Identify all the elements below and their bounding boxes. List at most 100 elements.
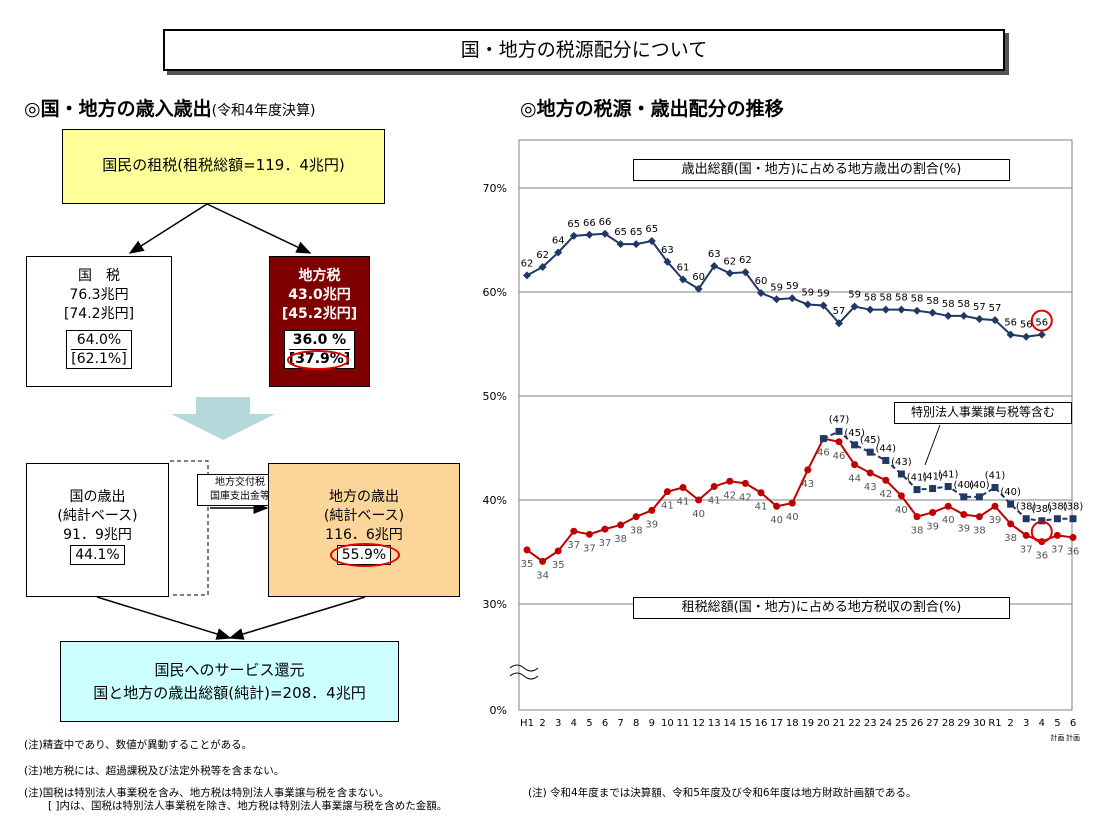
note-5: (注) 令和4年度までは決算額、令和5年度及び令和6年度は地方財政計画額である。 [528, 787, 917, 799]
adjusted-share-point [866, 448, 874, 456]
local-exp-share-data-label: 57 [973, 302, 986, 313]
x-plan-label: 計画 [1050, 733, 1064, 742]
local-exp-share-data-label: 58 [911, 294, 924, 305]
adjusted-share-data-label: (43) [891, 457, 912, 468]
adjusted-share-data-label: (38) [1032, 504, 1053, 515]
x-tick-label: 19 [801, 718, 814, 729]
adjusted-share-point [944, 482, 952, 490]
x-tick-label: 30 [973, 718, 986, 729]
local-exp-share-point [959, 311, 968, 320]
adjusted-share-point [897, 470, 905, 478]
service-box: 国民へのサービス還元 国と地方の歳出総額(純計)=208．4兆円 [60, 641, 399, 722]
local-tax-share-point [1053, 531, 1061, 539]
adjusted-share-point [1053, 515, 1061, 523]
local-tax-share-data-label: 41 [677, 497, 690, 508]
note-1: (注)精査中であり、数値が異動することがある。 [24, 739, 253, 751]
local-tax-share-data-label: 37 [1051, 544, 1064, 555]
local-expenditure-box: 地方の歳出 (純計ベース) 116．6兆円 55.9% [268, 463, 460, 597]
local-tax-share-data-label: 41 [755, 502, 768, 513]
local-tax-share-point [1069, 533, 1077, 541]
x-tick-label: 10 [661, 718, 674, 729]
x-tick-label: 13 [708, 718, 721, 729]
x-tick-label: 25 [895, 718, 908, 729]
local-exp-share-point [679, 275, 687, 284]
local-exp-amount: 116．6兆円 [325, 527, 403, 543]
local-exp-share-point [944, 311, 953, 320]
arrow-to-national-tax [128, 203, 208, 254]
adjusted-share-point [882, 456, 890, 464]
x-tick-label: 3 [555, 718, 561, 729]
local-exp-share-point [725, 269, 734, 278]
adjusted-share-data-label: (40) [969, 480, 990, 491]
local-tax-share-data-label: 42 [879, 489, 892, 500]
local-tax-share-point [882, 476, 890, 484]
adjusted-share-data-label: (45) [860, 435, 881, 446]
local-exp-share-data-label: 62 [723, 256, 736, 267]
local-tax-share-box: 36.0 % [37.9%] [283, 330, 356, 370]
local-tax-share-point [554, 547, 562, 555]
local-exp-share-point [601, 229, 609, 238]
local-exp-share-point [616, 240, 625, 249]
x-tick-label: 21 [833, 718, 846, 729]
local-exp-share-data-label: 58 [957, 299, 970, 310]
left-heading-sub: (令和4年度決算) [211, 103, 316, 119]
local-exp-share-point [632, 240, 641, 249]
local-exp-share-data-label: 57 [989, 303, 1002, 314]
x-tick-label: 11 [677, 718, 690, 729]
local-exp-share-point [1037, 330, 1046, 339]
x-tick-label: 6 [602, 718, 608, 729]
local-exp-share-data-label: 58 [942, 299, 955, 310]
local-tax-share-data-label: 37 [1020, 544, 1033, 555]
x-tick-label: 3 [1023, 718, 1029, 729]
local-tax-share-point [1007, 520, 1015, 528]
local-tax-share-point [710, 482, 718, 490]
local-exp-share-data-label: 58 [926, 296, 939, 307]
local-tax-box: 地方税 43.0兆円 [45.2兆円] 36.0 % [37.9%] [269, 256, 370, 387]
x-tick-label: R1 [988, 718, 1001, 729]
y-tick-label: 50% [483, 390, 507, 403]
lower-series-label: 租税総額(国・地方)に占める地方税収の割合(%) [633, 597, 1010, 619]
plot-frame [518, 139, 1073, 711]
local-tax-share-point [975, 513, 983, 521]
local-tax-share-point [648, 506, 656, 514]
adjusted-share-data-label: (38) [1016, 502, 1037, 513]
flow-arrows [96, 203, 366, 640]
local-exp-share-point [975, 315, 984, 324]
x-tick-label: 23 [864, 718, 877, 729]
local-exp-share-point [819, 301, 828, 310]
adjusted-share-data-label: (41) [938, 469, 959, 480]
local-exp-share-box: 55.9% [329, 543, 400, 567]
local-exp-share-point [585, 230, 594, 239]
x-tick-label: 17 [770, 718, 783, 729]
x-tick-label: 5 [1054, 718, 1060, 729]
service-line2: 国と地方の歳出総額(純計)=208．4兆円 [93, 684, 366, 702]
local-tax-share: 36.0 % [292, 332, 347, 348]
local-tax-share-data-label: 46 [833, 451, 846, 462]
axis-break-mark [509, 664, 539, 680]
adjusted-share-point [835, 427, 843, 435]
local-exp-highlight-circle [329, 543, 400, 567]
local-exp-share-data-label: 56 [1035, 318, 1048, 329]
local-exp-share-point [741, 268, 750, 277]
national-tax-title: 国 税 [78, 268, 120, 284]
highlight-circle-lower [1030, 520, 1053, 543]
x-tick-label: 18 [786, 718, 799, 729]
x-tick-label: 24 [879, 718, 892, 729]
adjusted-share-data-label: (47) [829, 414, 850, 425]
transfer-line2: 国庫支出金等 [210, 491, 270, 502]
left-heading-text: ◎国・地方の歳入歳出 [24, 98, 212, 120]
adjusted-share-point [1007, 500, 1015, 508]
local-exp-share-data-label: 56 [1020, 320, 1033, 331]
local-tax-share-point [866, 469, 874, 477]
local-exp-share-data-label: 56 [1004, 318, 1017, 329]
arrow-local-to-service [228, 596, 366, 640]
x-tick-label: 9 [649, 718, 655, 729]
local-tax-share-point [726, 477, 734, 485]
local-tax-share-point [944, 502, 952, 510]
transfer-dash-bracket [170, 460, 209, 596]
local-exp-share-point [554, 248, 563, 257]
local-tax-share-data-label: 39 [926, 521, 939, 532]
local-exp-share-point [647, 237, 656, 246]
local-tax-share-data-label: 35 [521, 559, 534, 570]
local-exp-share-point [1022, 332, 1031, 341]
